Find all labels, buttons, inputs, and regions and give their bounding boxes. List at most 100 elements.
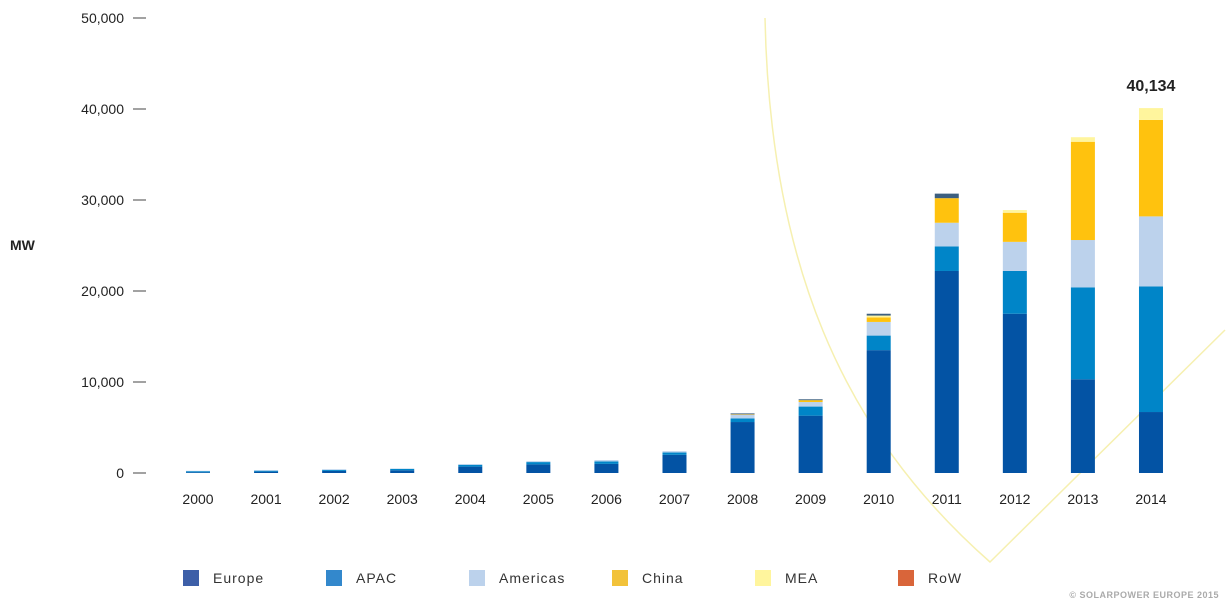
x-tick-label: 2002 <box>319 491 350 507</box>
legend-label: Americas <box>499 570 565 586</box>
bar-segment-europe-2006 <box>594 463 619 473</box>
bar-segment-top-2010 <box>866 313 891 316</box>
bar-segment-apac-2010 <box>866 335 891 351</box>
bar-segment-apac-2004 <box>458 464 483 467</box>
x-tick-label: 2005 <box>523 491 554 507</box>
legend-item-china: China <box>612 570 684 586</box>
bar-segment-mea-2012 <box>1002 210 1027 213</box>
x-tick-label: 2004 <box>455 491 486 507</box>
legend-item-row: RoW <box>898 570 962 586</box>
legend-item-americas: Americas <box>469 570 565 586</box>
legend-swatch <box>755 570 771 586</box>
bar-segment-apac-2005 <box>526 462 551 465</box>
bar-segment-mea-2014 <box>1138 108 1163 120</box>
legend-item-europe: Europe <box>183 570 264 586</box>
legend: Europe APAC Americas China MEA RoW <box>183 570 962 586</box>
bar-segment-americas-2002 <box>322 469 347 470</box>
bar-segment-americas-2001 <box>254 470 279 471</box>
bar-segment-china-2009 <box>798 400 823 403</box>
bar-segment-top-2008 <box>730 413 755 415</box>
bar-segment-china-2010 <box>866 317 891 322</box>
bar-segment-europe-2000 <box>186 472 210 473</box>
bar-segment-americas-2013 <box>1070 240 1095 288</box>
legend-item-mea: MEA <box>755 570 818 586</box>
bar-segment-americas-2000 <box>186 470 210 472</box>
bar-segment-mea-2010 <box>866 315 891 318</box>
y-tick-label: 40,000 <box>81 101 124 117</box>
bars <box>186 108 1163 473</box>
legend-swatch <box>326 570 342 586</box>
bar-segment-mea-2013 <box>1070 137 1095 142</box>
legend-label: RoW <box>928 570 962 586</box>
legend-swatch <box>612 570 628 586</box>
bar-segment-americas-2009 <box>798 402 823 407</box>
bar-segment-americas-2012 <box>1002 241 1027 271</box>
bar-segment-china-2008 <box>730 414 755 415</box>
legend-swatch <box>469 570 485 586</box>
bar-segment-europe-2009 <box>798 415 823 473</box>
bar-segment-apac-2001 <box>254 470 279 472</box>
legend-label: APAC <box>356 570 397 586</box>
legend-swatch <box>183 570 199 586</box>
bar-segment-americas-2005 <box>526 461 551 463</box>
bar-segment-china-2013 <box>1070 141 1095 241</box>
bar-segment-top-2011 <box>934 193 959 199</box>
bar-segment-apac-2011 <box>934 246 959 271</box>
bar-segment-apac-2007 <box>662 452 687 455</box>
x-tick-label: 2006 <box>591 491 622 507</box>
bar-segment-apac-2009 <box>798 406 823 416</box>
bar-segment-europe-2007 <box>662 454 687 473</box>
y-tick-label: 30,000 <box>81 192 124 208</box>
bar-segment-europe-2001 <box>254 471 279 473</box>
y-tick-label: 50,000 <box>81 10 124 26</box>
bar-segment-americas-2014 <box>1138 216 1163 287</box>
bar-segment-europe-2012 <box>1002 313 1027 473</box>
bar-segment-china-2014 <box>1138 119 1163 217</box>
bar-segment-europe-2014 <box>1138 412 1163 473</box>
bar-segment-europe-2011 <box>934 270 959 473</box>
x-tick-label: 2011 <box>932 491 962 507</box>
bar-segment-americas-2007 <box>662 451 687 453</box>
y-tick-label: 10,000 <box>81 374 124 390</box>
bar-segment-apac-2014 <box>1138 286 1163 413</box>
bar-segment-apac-2002 <box>322 469 347 471</box>
bar-segment-europe-2005 <box>526 464 551 473</box>
bar-segment-americas-2010 <box>866 321 891 336</box>
bar-segment-apac-2003 <box>390 468 415 471</box>
bar-segment-europe-2008 <box>730 422 755 473</box>
legend-item-apac: APAC <box>326 570 397 586</box>
total-label: 40,134 <box>1127 78 1176 95</box>
legend-label: MEA <box>785 570 818 586</box>
x-tick-label: 2008 <box>727 491 758 507</box>
bar-segment-apac-2008 <box>730 418 755 423</box>
bar-segment-apac-2006 <box>594 461 619 464</box>
x-tick-label: 2000 <box>182 491 213 507</box>
x-tick-label: 2010 <box>863 491 894 507</box>
bar-segment-europe-2003 <box>390 470 415 473</box>
legend-swatch <box>898 570 914 586</box>
x-axis: 2000 2001 2002 2003 2004 2005 2006 2007 2008 2009… <box>182 491 1166 507</box>
x-tick-label: 2014 <box>1135 491 1166 507</box>
annotations: 40,134 <box>1127 78 1176 95</box>
bar-segment-americas-2003 <box>390 468 415 469</box>
bar-segment-europe-2013 <box>1070 379 1095 473</box>
legend-label: China <box>642 570 684 586</box>
y-tick-label: 20,000 <box>81 283 124 299</box>
bar-segment-americas-2008 <box>730 414 755 419</box>
bar-segment-europe-2010 <box>866 350 891 473</box>
x-tick-label: 2012 <box>999 491 1030 507</box>
bar-segment-americas-2004 <box>458 464 483 465</box>
highlight-decoration <box>764 17 1226 564</box>
bar-segment-americas-2011 <box>934 222 959 247</box>
x-tick-label: 2009 <box>795 491 826 507</box>
bar-segment-apac-2000 <box>186 471 210 473</box>
bar-segment-apac-2012 <box>1002 270 1027 314</box>
y-tick-label: 0 <box>116 465 124 481</box>
bar-segment-americas-2006 <box>594 460 619 462</box>
y-axis: 0 10,000 20,000 30,000 40,000 50,000 <box>81 10 146 481</box>
x-tick-label: 2001 <box>250 491 281 507</box>
legend-label: Europe <box>213 570 264 586</box>
bar-segment-china-2012 <box>1002 212 1027 242</box>
